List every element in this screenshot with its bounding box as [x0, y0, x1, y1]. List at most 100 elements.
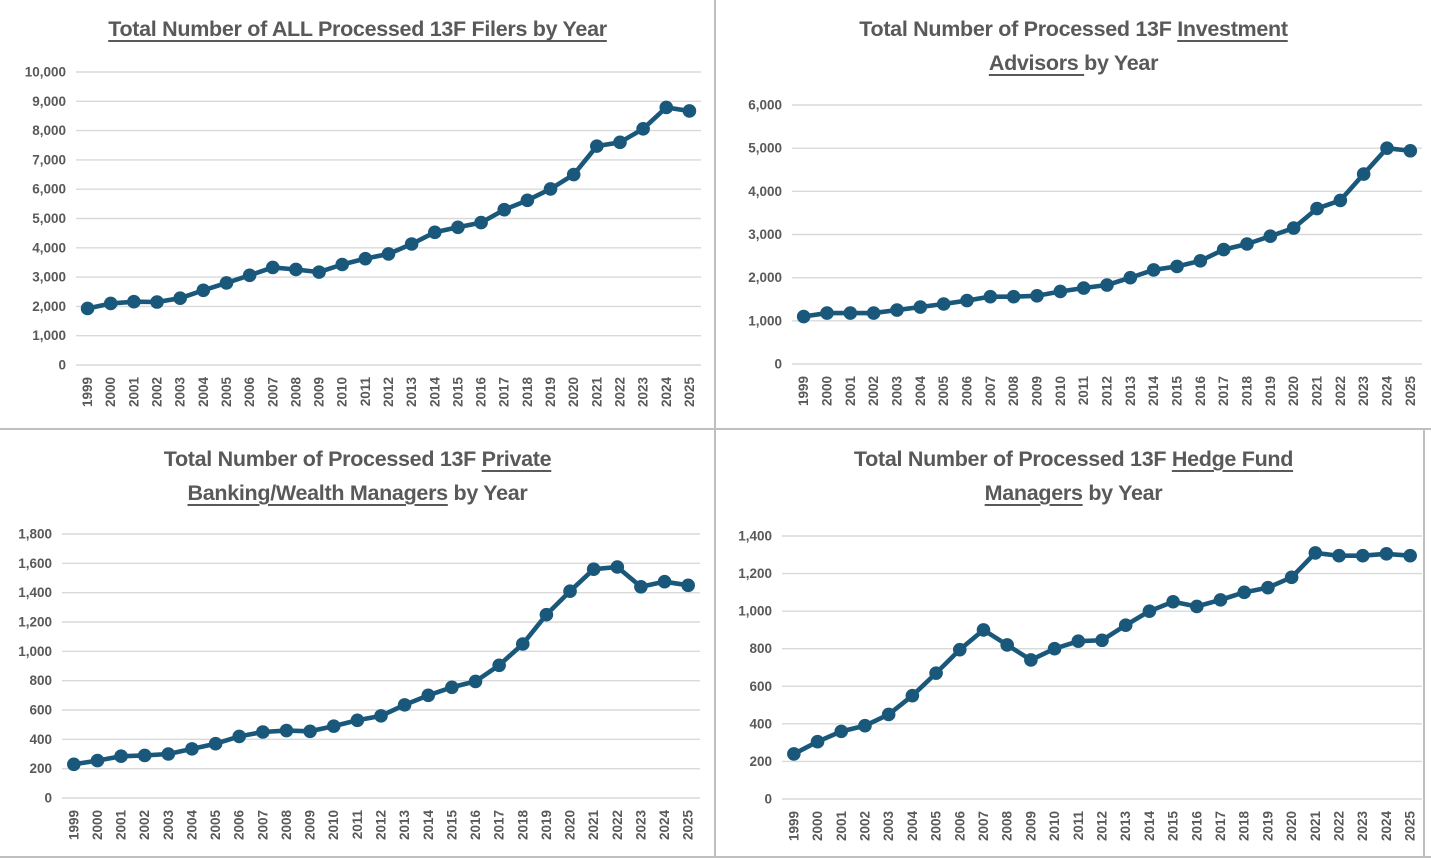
data-point-marker: [427, 225, 442, 240]
svg-text:2,000: 2,000: [32, 299, 66, 314]
data-point-marker: [1100, 278, 1114, 292]
data-point-marker: [1071, 634, 1086, 648]
svg-text:2001: 2001: [126, 377, 141, 408]
data-point-marker: [279, 723, 294, 738]
svg-text:600: 600: [749, 679, 772, 694]
data-point-marker: [1261, 580, 1275, 595]
svg-text:2001: 2001: [114, 810, 129, 841]
svg-text:4,000: 4,000: [748, 184, 782, 199]
svg-text:2008: 2008: [288, 377, 303, 408]
svg-text:2010: 2010: [1053, 376, 1068, 406]
data-point-marker: [67, 757, 81, 772]
data-point-marker: [1118, 618, 1133, 633]
svg-text:200: 200: [29, 761, 52, 776]
svg-text:2007: 2007: [265, 377, 280, 407]
data-point-marker: [636, 122, 650, 136]
chart-title-line: Total Number of Processed 13F Private: [163, 447, 552, 471]
svg-text:2003: 2003: [881, 811, 896, 842]
data-point-marker: [657, 574, 672, 589]
svg-text:2022: 2022: [612, 377, 627, 407]
x-axis-tick-labels: 1999 2000 2001 2002 2003 2004 2005 2006 2007 2008…: [80, 377, 697, 408]
data-point-marker: [905, 688, 920, 703]
data-point-marker: [1190, 599, 1204, 614]
chart-cell-private-banking-wealth-managers: Total Number of Processed 13F Private Ban…: [0, 430, 715, 858]
svg-text:5,000: 5,000: [748, 141, 782, 156]
svg-text:2009: 2009: [1030, 376, 1045, 406]
data-point-marker: [1379, 547, 1394, 561]
line-chart-all-filers: 0 1,000 2,000 3,000 4,000 5,000 6,000 7,000 8,00…: [25, 65, 701, 408]
bottom-border: [0, 856, 1431, 858]
svg-text:2023: 2023: [633, 810, 648, 841]
data-point-marker: [219, 276, 234, 290]
svg-text:2002: 2002: [150, 377, 165, 407]
svg-text:1999: 1999: [786, 811, 801, 841]
svg-text:1,000: 1,000: [738, 604, 772, 619]
svg-text:2011: 2011: [1076, 376, 1091, 406]
data-point-marker: [659, 100, 674, 115]
svg-text:2025: 2025: [681, 810, 696, 841]
svg-text:2006: 2006: [952, 811, 967, 842]
data-point-marker: [843, 306, 858, 320]
svg-text:1,000: 1,000: [748, 313, 782, 328]
data-point-marker: [913, 300, 928, 314]
data-point-marker: [1095, 633, 1109, 648]
svg-text:2020: 2020: [566, 377, 581, 407]
data-point-marker: [374, 709, 388, 723]
svg-text:2023: 2023: [1356, 376, 1371, 407]
chart-title-line: Banking/Wealth Managers by Year: [187, 481, 528, 505]
chart-title-investment-advisors: Total Number of Processed 13F Investment…: [814, 12, 1334, 80]
svg-text:2005: 2005: [208, 810, 223, 841]
svg-text:2024: 2024: [1380, 376, 1395, 407]
svg-text:0: 0: [764, 792, 772, 807]
svg-text:0: 0: [58, 358, 66, 373]
svg-text:2021: 2021: [589, 377, 604, 408]
svg-text:2016: 2016: [1189, 811, 1204, 842]
svg-text:2002: 2002: [866, 376, 881, 406]
data-point-marker: [208, 736, 223, 751]
data-point-marker: [497, 202, 512, 217]
data-point-marker: [820, 306, 834, 320]
svg-text:0: 0: [774, 357, 782, 372]
data-point-marker: [1047, 641, 1062, 656]
svg-text:2015: 2015: [1170, 376, 1185, 407]
svg-text:1999: 1999: [66, 810, 81, 840]
svg-text:2002: 2002: [137, 810, 152, 840]
svg-text:2000: 2000: [810, 811, 825, 841]
svg-text:2012: 2012: [374, 810, 389, 840]
svg-text:4,000: 4,000: [32, 240, 66, 255]
svg-text:2021: 2021: [1310, 376, 1325, 407]
data-point-marker: [1146, 263, 1161, 277]
chart-title-line: Managers by Year: [984, 481, 1163, 505]
data-point-marker: [952, 642, 967, 657]
svg-text:2003: 2003: [173, 377, 188, 408]
svg-text:2010: 2010: [1047, 811, 1062, 841]
data-point-marker: [834, 724, 849, 739]
data-point-marker: [1024, 653, 1038, 667]
svg-text:2016: 2016: [468, 810, 483, 841]
data-point-marker: [1000, 638, 1014, 652]
data-point-marker: [1240, 237, 1254, 251]
data-point-marker: [1237, 585, 1252, 600]
svg-text:2017: 2017: [497, 377, 512, 407]
svg-text:2019: 2019: [1260, 811, 1275, 841]
svg-text:2010: 2010: [326, 810, 341, 840]
svg-text:8,000: 8,000: [32, 123, 66, 138]
svg-text:2022: 2022: [610, 810, 625, 840]
svg-text:2000: 2000: [103, 377, 118, 407]
svg-text:2005: 2005: [929, 811, 944, 842]
gridlines: [62, 533, 700, 799]
svg-text:1999: 1999: [796, 376, 811, 406]
data-point-marker: [1284, 570, 1299, 585]
gridlines: [76, 71, 701, 366]
data-point-marker: [515, 637, 530, 651]
chart-title-line: Total Number of Processed 13F Investment: [859, 17, 1288, 41]
y-axis-tick-labels: 0 1,000 2,000 3,000 4,000 5,000 6,000: [748, 98, 782, 372]
data-point-marker: [936, 297, 951, 311]
svg-text:2008: 2008: [1006, 376, 1021, 407]
data-point-marker: [397, 698, 412, 712]
data-point-marker: [890, 303, 904, 317]
series-line: [71, 564, 691, 767]
line-chart-investment-advisors: 0 1,000 2,000 3,000 4,000 5,000 6,000 1999 2000 2…: [748, 98, 1422, 407]
svg-text:2005: 2005: [219, 377, 234, 408]
